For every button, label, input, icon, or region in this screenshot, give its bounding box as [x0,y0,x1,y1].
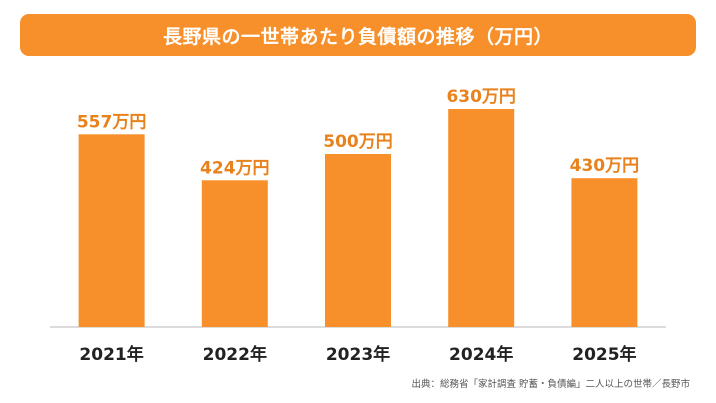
bar-4 [448,109,515,327]
bar-1 [78,134,145,327]
x-tick-label-4: 2024年 [449,344,513,365]
x-tick-label-2: 2022年 [203,344,267,365]
source-note: 出典：総務省「家計調査 貯蓄・負債編」二人以上の世帯／長野市 [411,379,690,390]
data-label-4: 630万円 [446,87,516,107]
x-tick-label-3: 2023年 [326,344,390,365]
data-label-3: 500万円 [323,132,393,152]
bar-2 [201,180,268,327]
chart-title: 長野県の一世帯あたり負債額の推移（万円） [162,25,553,48]
x-tick-label-5: 2025年 [572,344,636,365]
chart-title-banner: 長野県の一世帯あたり負債額の推移（万円） [20,14,696,56]
data-label-2: 424万円 [200,158,270,178]
x-tick-label-1: 2021年 [79,344,143,365]
bar-5 [571,178,638,327]
data-label-1: 557万円 [77,112,147,132]
bar-3 [325,154,391,327]
data-label-5: 430万円 [570,156,640,176]
